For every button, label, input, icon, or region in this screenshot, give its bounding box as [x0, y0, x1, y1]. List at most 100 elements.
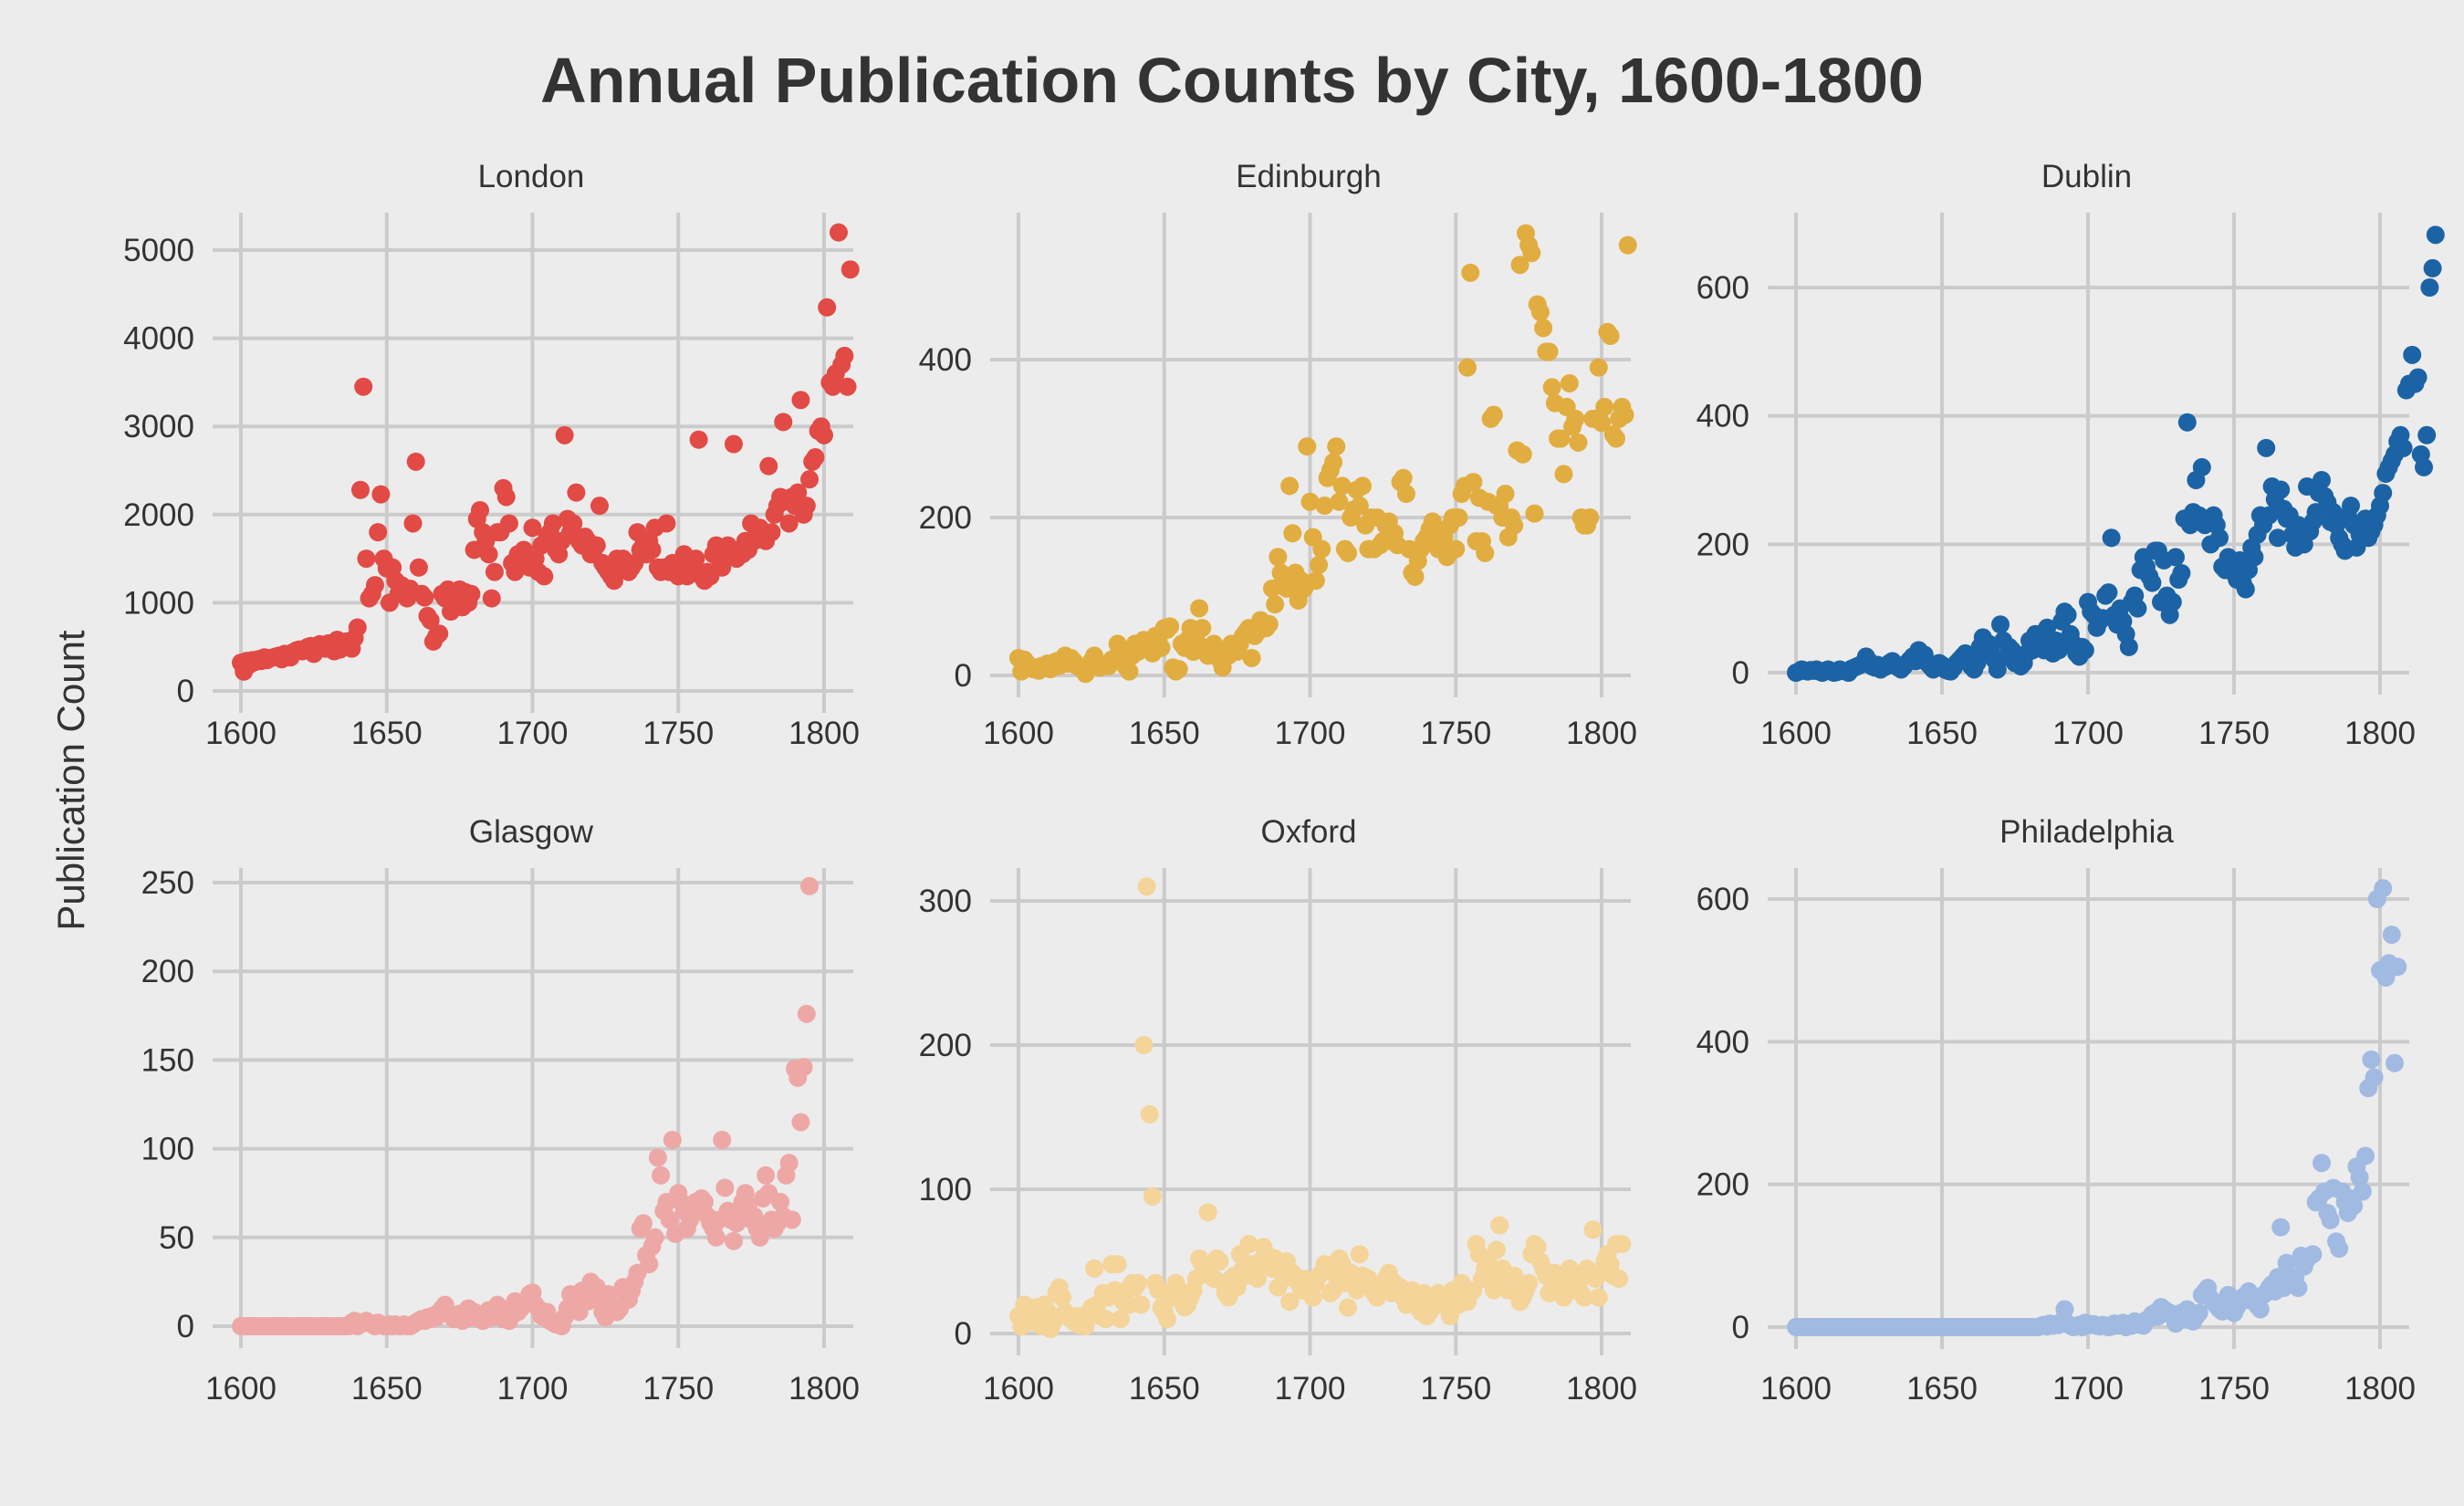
- data-point: [1461, 263, 1480, 282]
- data-point: [2210, 528, 2229, 548]
- data-point: [840, 260, 860, 279]
- data-point: [1505, 516, 1524, 535]
- data-point: [1583, 1220, 1603, 1239]
- data-point: [1332, 476, 1352, 496]
- data-point: [1242, 648, 1261, 667]
- data-point: [1312, 539, 1331, 559]
- data-point: [1283, 524, 1302, 543]
- data-point: [779, 1154, 799, 1173]
- data-point: [2277, 1253, 2296, 1272]
- data-point: [1505, 1266, 1524, 1285]
- data-point: [1405, 567, 1425, 586]
- data-point: [403, 514, 423, 533]
- data-point: [470, 500, 489, 519]
- x-tick-label: 1650: [351, 716, 423, 751]
- data-point: [724, 434, 743, 454]
- data-point: [757, 1166, 776, 1185]
- data-point: [1496, 485, 1515, 504]
- data-point: [706, 1228, 726, 1247]
- data-point: [1595, 397, 1614, 416]
- data-point: [1277, 579, 1296, 598]
- x-tick-label: 1600: [205, 1371, 277, 1407]
- data-point: [1484, 405, 1503, 424]
- data-point: [1534, 319, 1553, 338]
- data-point: [2330, 1239, 2349, 1259]
- y-tick-label: 200: [919, 500, 972, 536]
- data-point: [2260, 506, 2279, 525]
- data-point: [794, 1058, 813, 1077]
- data-point: [350, 480, 370, 499]
- panel-oxford: 1600 1650 1700 1750 1800 0 100 200 300 Oxford: [919, 814, 1637, 1407]
- data-point: [2353, 1182, 2372, 1201]
- data-point: [1193, 619, 1212, 638]
- data-point: [806, 448, 825, 467]
- x-tick-label: 1750: [642, 1371, 714, 1407]
- data-point: [686, 549, 705, 569]
- data-point: [2055, 1300, 2074, 1319]
- x-tick-label: 1800: [1566, 1371, 1637, 1407]
- data-point: [1618, 235, 1637, 255]
- data-point: [1266, 595, 1285, 614]
- data-point: [2374, 484, 2393, 503]
- data-point: [2245, 548, 2264, 567]
- data-point: [535, 567, 554, 586]
- data-point: [2382, 926, 2401, 945]
- data-point: [604, 571, 623, 591]
- y-tick-label: 0: [177, 674, 194, 709]
- data-point: [1134, 1036, 1154, 1054]
- data-point: [2376, 967, 2396, 987]
- data-point: [1610, 1269, 1629, 1288]
- y-tick-label: 0: [1732, 655, 1749, 691]
- data-point: [2403, 345, 2422, 364]
- data-point: [1522, 244, 1541, 263]
- y-tick-label: 0: [1732, 1310, 1749, 1345]
- y-tick-label: 150: [141, 1042, 194, 1078]
- data-point: [2271, 480, 2291, 499]
- data-point: [1458, 358, 1477, 377]
- panel-title-glasgow: Glasgow: [469, 814, 594, 850]
- data-point: [371, 485, 391, 504]
- data-point: [1968, 654, 1987, 673]
- data-point: [1085, 1259, 1104, 1278]
- data-point: [1528, 1238, 1547, 1257]
- data-point: [1988, 660, 2007, 679]
- y-tick-label: 200: [1697, 1167, 1749, 1203]
- data-point: [818, 298, 837, 317]
- data-point: [409, 558, 428, 577]
- data-point: [797, 497, 816, 516]
- data-point: [1280, 1292, 1300, 1312]
- data-point: [485, 562, 504, 581]
- panel-title-edinburgh: Edinburgh: [1236, 159, 1382, 194]
- y-tick-label: 1000: [123, 585, 194, 621]
- data-point: [1128, 1273, 1147, 1292]
- x-tick-label: 1650: [351, 1371, 423, 1407]
- data-point: [2423, 258, 2442, 277]
- series-oxford: [1009, 877, 1632, 1339]
- data-point: [2269, 528, 2287, 548]
- data-point: [695, 1192, 715, 1211]
- data-point: [1298, 437, 1317, 456]
- data-point: [1111, 1310, 1130, 1329]
- x-tick-label: 1700: [1275, 1371, 1346, 1407]
- data-point: [348, 618, 367, 637]
- y-tick-label: 200: [141, 954, 194, 989]
- data-point: [1353, 476, 1373, 496]
- data-point: [797, 1004, 816, 1023]
- x-tick-label: 1600: [983, 716, 1054, 751]
- data-point: [496, 487, 516, 507]
- data-point: [1542, 378, 1561, 397]
- data-point: [1560, 373, 1579, 392]
- data-point: [2417, 425, 2437, 444]
- data-point: [2075, 641, 2094, 660]
- x-tick-label: 1700: [497, 716, 569, 751]
- data-point: [1303, 1288, 1322, 1307]
- data-point: [1540, 342, 1559, 361]
- data-point: [724, 1231, 743, 1250]
- data-point: [2172, 563, 2191, 582]
- data-point: [2236, 580, 2255, 599]
- data-point: [645, 1228, 664, 1247]
- data-point: [2163, 592, 2182, 612]
- panel-title-dublin: Dublin: [2041, 159, 2132, 194]
- data-point: [2058, 605, 2077, 624]
